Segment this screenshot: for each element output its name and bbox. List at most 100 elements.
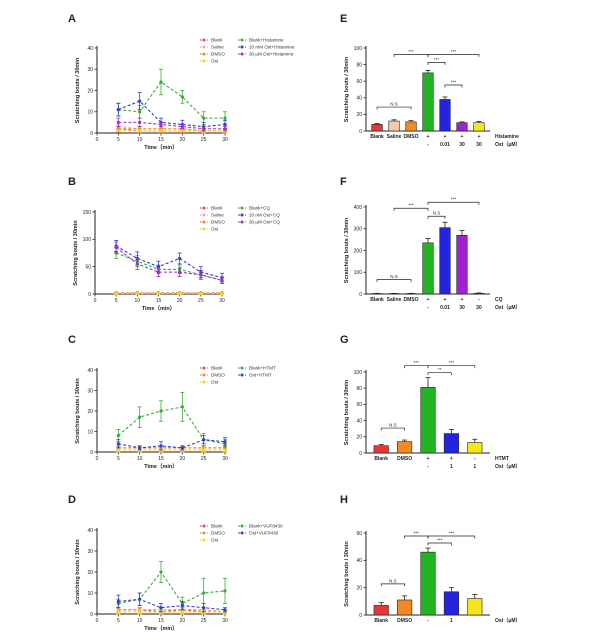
legend-swatch-dot — [202, 220, 206, 224]
y-tick-label: 40 — [356, 558, 362, 564]
significance-label: *** — [408, 49, 414, 54]
legend-swatch-dot — [202, 524, 206, 528]
significance-bracket — [427, 372, 452, 376]
y-tick-label: 20 — [356, 585, 362, 591]
significance-bracket — [427, 535, 476, 539]
significance-bracket — [427, 365, 476, 369]
legend-swatch-dot — [240, 373, 244, 377]
y-tick-label: 0 — [359, 451, 362, 457]
data-point — [199, 273, 203, 277]
legend-swatch-dot — [240, 213, 244, 217]
x-tick-label: 0 — [96, 456, 99, 462]
x-tick-label: 30 — [222, 456, 228, 462]
legend-swatch-dot — [202, 538, 206, 542]
significance-label: *** — [451, 79, 457, 84]
condition-label: Ost（μM） — [495, 464, 521, 470]
significance-bracket — [427, 201, 480, 205]
y-tick-label: 20 — [356, 112, 362, 118]
x-axis-label: Time（min） — [144, 462, 178, 470]
y-axis-label: Scratching bouts / 30min — [75, 378, 81, 444]
series-line — [118, 121, 225, 130]
data-point — [220, 278, 224, 282]
legend-label: DMSO — [211, 373, 225, 378]
condition-label: HTMT — [495, 456, 509, 462]
y-tick-label: 30 — [87, 549, 93, 555]
condition-mark: - — [478, 297, 480, 303]
panel-b: B 0 50 100 150 Scratching bouts / 30min 0 5 10 15… — [68, 176, 280, 312]
y-tick-label: 0 — [90, 612, 93, 618]
condition-mark: + — [444, 297, 447, 303]
significance-label: *** — [449, 360, 455, 365]
legend-label: Blank — [211, 366, 223, 371]
legend-label: 30 μM Ost+CQ — [249, 220, 280, 225]
y-tick-label: 100 — [83, 237, 92, 243]
legend-label: DMSO — [211, 531, 225, 536]
x-tick-label: 15 — [158, 137, 164, 143]
y-tick-label: 20 — [87, 409, 93, 415]
y-tick-label: 40 — [87, 46, 93, 52]
bar — [420, 387, 436, 454]
legend-label: Saline — [211, 213, 224, 218]
y-tick-label: 0 — [88, 292, 91, 298]
y-axis-label: Scratching bouts / 30min — [344, 217, 350, 283]
data-point — [116, 129, 120, 133]
data-point — [159, 409, 163, 413]
condition-label: Ost（μM） — [495, 305, 521, 311]
condition-label: CQ — [495, 297, 503, 303]
bar — [443, 591, 459, 616]
condition-mark: + — [444, 134, 447, 140]
x-axis-label: Time（min） — [142, 304, 176, 312]
category-label: DMSO — [397, 618, 412, 624]
data-point — [159, 129, 163, 133]
panel-label: C — [68, 334, 76, 346]
x-tick-label: 5 — [117, 618, 120, 624]
data-point — [116, 610, 120, 614]
significance-label: N.S — [433, 211, 441, 216]
series-line — [118, 609, 226, 613]
legend-swatch-dot — [202, 206, 206, 210]
category-label: DMSO — [404, 297, 419, 303]
condition-mark: - — [427, 464, 429, 470]
x-tick-label: 25 — [201, 137, 207, 143]
y-tick-label: 30 — [87, 388, 93, 394]
legend-label: Ost+VUF8430 — [249, 531, 279, 536]
series-line — [118, 598, 226, 611]
y-tick-label: 10 — [87, 110, 93, 116]
condition-mark: - — [427, 142, 429, 148]
category-label: DMSO — [397, 456, 412, 462]
bar — [439, 99, 451, 132]
significance-label: N.S — [390, 102, 398, 107]
data-point — [220, 291, 224, 296]
y-tick-label: 60 — [356, 402, 362, 408]
panel-label: F — [340, 176, 347, 188]
significance-bracket — [427, 542, 452, 546]
bar — [473, 122, 485, 132]
data-point — [138, 120, 142, 124]
bar — [422, 72, 434, 132]
x-tick-label: 15 — [158, 456, 164, 462]
y-tick-label: 50 — [85, 264, 91, 270]
data-point — [138, 597, 142, 601]
panel-label: D — [68, 494, 76, 506]
x-tick-label: 5 — [117, 456, 120, 462]
legend-label: Blank — [211, 38, 223, 43]
panel-g: G 0 20 40 60 80 100 Scratching bouts / 30min Bla… — [340, 334, 521, 470]
legend-label: DMSO — [211, 220, 225, 225]
legend-label: Blank+VUF8430 — [249, 524, 283, 529]
data-point — [138, 446, 142, 450]
x-tick-label: 20 — [180, 618, 186, 624]
data-point — [199, 291, 203, 296]
data-point — [138, 610, 142, 614]
series-line — [118, 571, 226, 605]
data-point — [159, 444, 163, 448]
condition-mark: - — [427, 305, 429, 311]
data-point — [223, 122, 227, 127]
y-tick-label: 100 — [354, 370, 363, 376]
x-tick-label: 25 — [201, 456, 207, 462]
bar — [397, 599, 413, 616]
condition-mark: 0.01 — [440, 142, 450, 148]
legend-label: Ost+HTMT — [249, 373, 272, 378]
y-axis-label: Scratching bouts / 30min — [75, 539, 81, 605]
condition-mark: + — [461, 134, 464, 140]
